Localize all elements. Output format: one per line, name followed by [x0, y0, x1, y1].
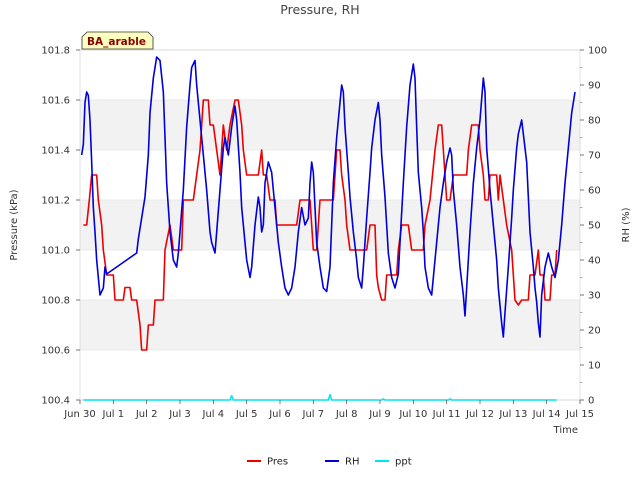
site-label-box: BA_arable	[81, 31, 154, 50]
background-band	[80, 100, 580, 150]
y-axis-left-ticks: 100.4 100.6 100.8 101.0 101.2 101.4 101.6 101.8	[41, 46, 80, 407]
x-tick-label: Jul 7	[302, 409, 325, 420]
series-lines	[80, 56, 576, 401]
y-right-tick-label: 10	[588, 361, 601, 372]
y-left-tick-label: 100.4	[41, 396, 70, 407]
y-axis-right-title: RH (%)	[621, 207, 632, 242]
x-tick-label: Jul 14	[532, 409, 561, 420]
x-tick-label: Jul 15	[565, 409, 594, 420]
x-axis-ticks: Jun 30 Jul 1 Jul 2 Jul 3 Jul 4 Jul 5 Jul 6 Jul …	[63, 400, 594, 420]
y-right-tick-label: 40	[588, 256, 601, 267]
y-left-tick-label: 100.6	[41, 346, 70, 357]
x-tick-label: Jul 10	[398, 409, 427, 420]
legend: Pres RH ppt	[247, 457, 412, 468]
x-tick-label: Jul 4	[202, 409, 225, 420]
x-tick-label: Jul 8	[335, 409, 358, 420]
y-axis-left-title: Pressure (kPa)	[9, 189, 20, 260]
y-right-tick-label: 80	[588, 116, 601, 127]
legend-label-rh: RH	[345, 457, 359, 468]
x-axis-title: Time	[553, 425, 578, 436]
x-tick-label: Jul 12	[465, 409, 494, 420]
legend-label-ppt: ppt	[395, 457, 412, 468]
y-left-tick-label: 101.0	[41, 246, 70, 257]
legend-label-pres: Pres	[267, 457, 288, 468]
y-right-tick-label: 100	[588, 46, 607, 57]
x-tick-label: Jul 2	[135, 409, 158, 420]
x-tick-label: Jul 6	[268, 409, 291, 420]
x-tick-label: Jul 13	[498, 409, 527, 420]
y-right-tick-label: 0	[588, 396, 594, 407]
y-left-tick-label: 101.6	[41, 96, 70, 107]
background-band	[80, 300, 580, 350]
y-left-tick-label: 101.2	[41, 196, 70, 207]
site-label: BA_arable	[87, 36, 146, 48]
y-left-tick-label: 101.8	[41, 46, 70, 57]
series-line-rh	[80, 56, 576, 338]
x-tick-label: Jul 11	[432, 409, 461, 420]
background-band	[80, 200, 580, 250]
y-right-tick-label: 70	[588, 151, 601, 162]
x-tick-label: Jul 9	[368, 409, 391, 420]
y-right-tick-label: 30	[588, 291, 601, 302]
y-axis-right-ticks: 0 10 20 30 40 50 60 70 80 90 100	[580, 46, 607, 407]
x-tick-label: Jul 1	[102, 409, 125, 420]
x-tick-label: Jun 30	[63, 409, 96, 420]
chart-title: Pressure, RH	[280, 2, 359, 17]
y-left-tick-label: 100.8	[41, 296, 70, 307]
y-right-tick-label: 90	[588, 81, 601, 92]
series-line-ppt	[83, 393, 557, 401]
y-right-tick-label: 50	[588, 221, 601, 232]
x-tick-label: Jul 3	[168, 409, 191, 420]
y-right-tick-label: 60	[588, 186, 601, 197]
x-tick-label: Jul 5	[235, 409, 258, 420]
y-right-tick-label: 20	[588, 326, 601, 337]
y-left-tick-label: 101.4	[41, 146, 70, 157]
